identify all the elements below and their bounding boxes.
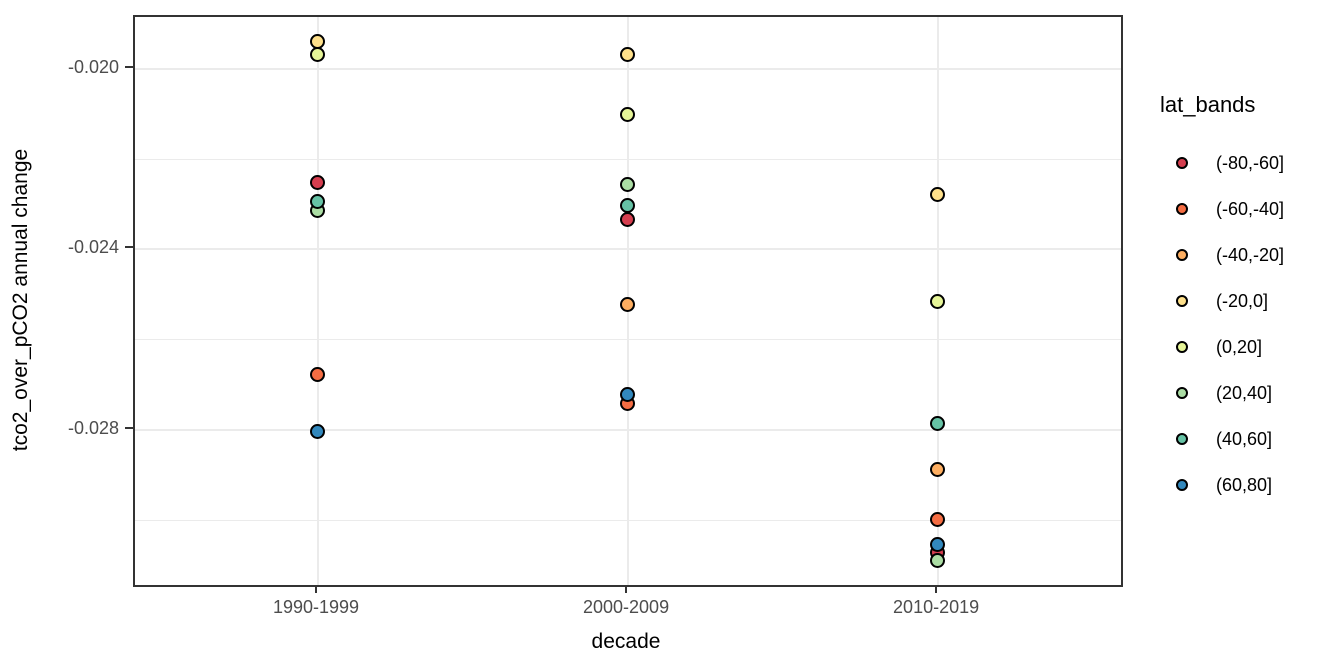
legend-item: (-40,-20] <box>1160 232 1340 278</box>
y-tick-label: -0.028 <box>67 417 119 438</box>
data-point <box>620 212 636 228</box>
legend-label: (-80,-60] <box>1216 152 1285 173</box>
y-axis-title: tco2_over_pCO2 annual change <box>9 148 32 452</box>
x-tick-label: 2010-2019 <box>893 597 980 617</box>
legend: lat_bands (-80,-60] (-60,-40] (-40,-20] (-2… <box>1160 92 1340 508</box>
data-point <box>310 366 325 382</box>
legend-item: (-20,0] <box>1160 278 1340 324</box>
x-tick-mark <box>315 585 317 593</box>
data-point <box>310 193 325 209</box>
legend-key-circle <box>1176 433 1188 445</box>
data-point <box>930 415 946 431</box>
legend-items: (-80,-60] (-60,-40] (-40,-20] (-20,0] (0,20]… <box>1160 140 1340 508</box>
x-tick-mark <box>935 585 938 593</box>
data-point <box>930 552 946 568</box>
data-point <box>310 46 325 62</box>
legend-key-circle <box>1176 479 1188 491</box>
legend-key-circle <box>1176 295 1188 307</box>
y-tick-mark <box>125 246 133 249</box>
legend-label: (0,20] <box>1216 336 1263 357</box>
data-point <box>930 461 946 477</box>
data-point <box>930 186 946 202</box>
legend-label: (-60,-40] <box>1216 198 1285 219</box>
legend-label: (-20,0] <box>1216 290 1269 311</box>
plot-panel <box>133 15 1123 587</box>
data-point <box>310 423 325 439</box>
legend-key-circle <box>1176 203 1188 215</box>
data-point <box>620 198 636 214</box>
legend-label: (20,40] <box>1216 382 1273 403</box>
data-point <box>310 175 325 191</box>
legend-item: (60,80] <box>1160 462 1340 508</box>
y-tick-mark <box>125 65 133 68</box>
legend-item: (20,40] <box>1160 370 1340 416</box>
data-point <box>930 537 946 553</box>
y-tick-mark <box>125 426 133 429</box>
legend-item: (0,20] <box>1160 324 1340 370</box>
y-tick-label: -0.024 <box>67 237 119 258</box>
x-tick-label: 2000-2009 <box>583 597 670 617</box>
legend-item: (40,60] <box>1160 416 1340 462</box>
legend-label: (-40,-20] <box>1216 244 1285 265</box>
legend-key-circle <box>1176 249 1188 261</box>
legend-item: (-60,-40] <box>1160 186 1340 232</box>
legend-key-circle <box>1176 157 1188 169</box>
gridline-major <box>317 17 319 585</box>
x-axis-title: decade <box>591 630 661 653</box>
legend-label: (40,60] <box>1216 428 1273 449</box>
legend-title: lat_bands <box>1160 92 1256 117</box>
data-point <box>620 386 636 402</box>
legend-label: (60,80] <box>1216 474 1273 495</box>
data-point <box>620 296 636 312</box>
legend-key-circle <box>1176 387 1188 399</box>
data-point <box>620 46 636 62</box>
x-tick-mark <box>625 585 628 593</box>
legend-item: (-80,-60] <box>1160 140 1340 186</box>
data-point <box>930 293 946 309</box>
data-point <box>620 106 636 122</box>
y-tick-label: -0.020 <box>67 56 119 77</box>
x-tick-label: 1990-1999 <box>272 597 360 617</box>
legend-key-circle <box>1176 341 1188 353</box>
data-point <box>930 511 946 527</box>
data-point <box>620 176 636 192</box>
